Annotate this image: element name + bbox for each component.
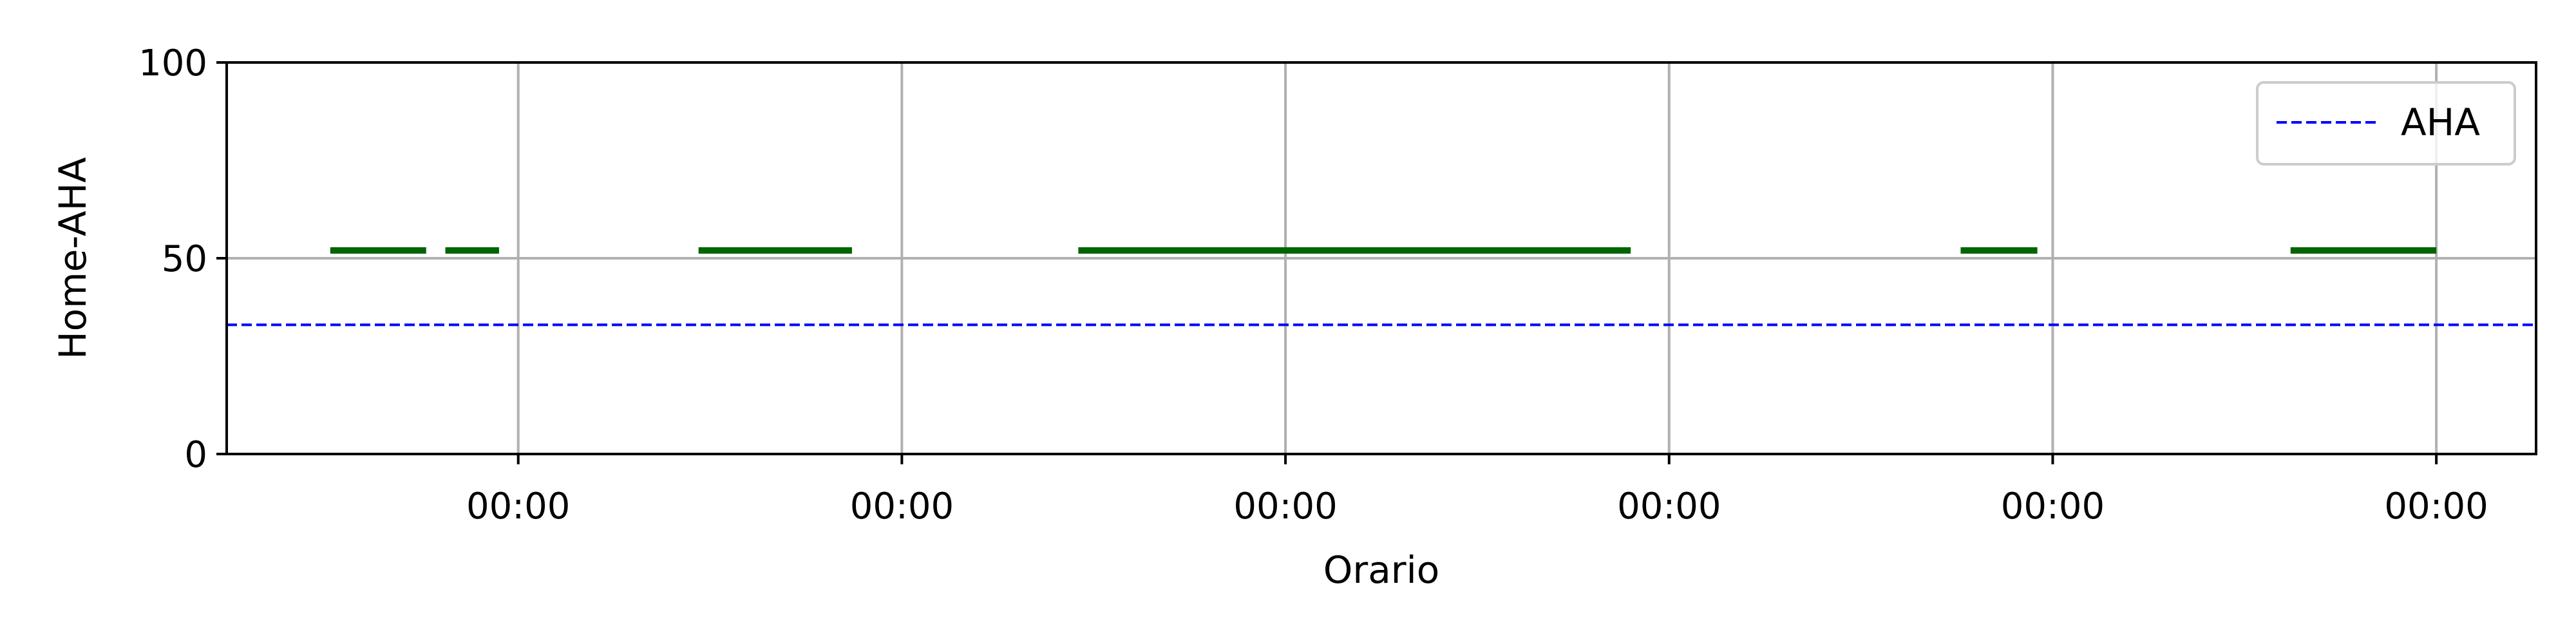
x-axis: 00:00 00:00 00:00 00:00 00:00 00:00: [466, 454, 2488, 527]
y-tick-label: 0: [184, 434, 207, 476]
legend: AHA: [2256, 81, 2516, 166]
x-tick-label: 00:00: [2384, 486, 2488, 527]
x-tick-label: 00:00: [466, 486, 570, 527]
y-tick-label: 50: [162, 238, 207, 280]
x-tick-label: 00:00: [2001, 486, 2105, 527]
y-axis: 0 50 100: [138, 43, 227, 476]
legend-box: [2256, 81, 2516, 166]
legend-label-aha: AHA: [2401, 100, 2480, 144]
x-axis-title: Orario: [1323, 548, 1440, 592]
x-tick-label: 00:00: [850, 486, 954, 527]
y-axis-title: Home-AHA: [51, 157, 95, 359]
y-tick-label: 100: [138, 43, 207, 84]
x-tick-label: 00:00: [1233, 486, 1337, 527]
x-tick-label: 00:00: [1617, 486, 1721, 527]
